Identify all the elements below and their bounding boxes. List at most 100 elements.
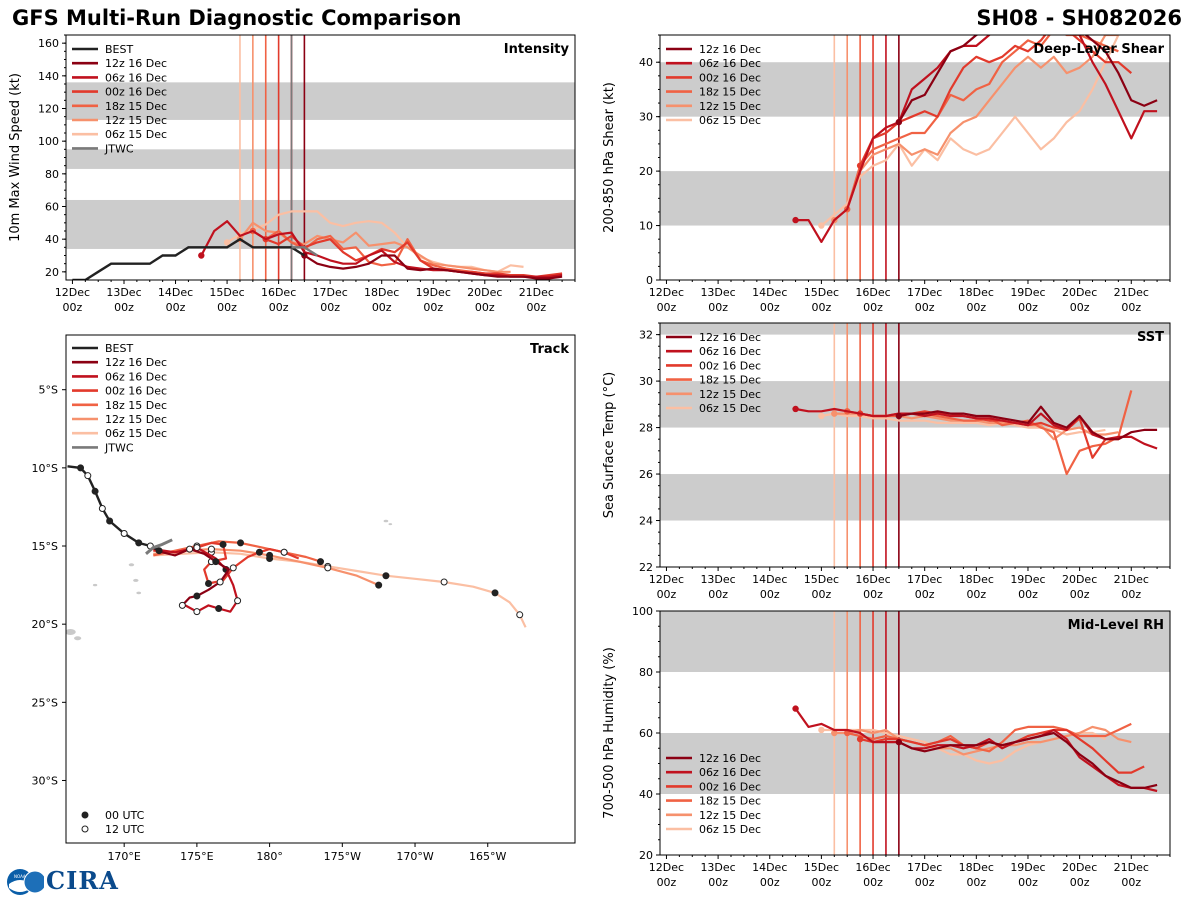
intensity-series-00z-16-dec: [265, 234, 563, 278]
shear-series-00z-16-dec: [859, 35, 1133, 167]
shear-band-0: [660, 171, 1170, 226]
shear-xtick-day: 17Dec: [907, 286, 942, 299]
shear-xtick-hour: 00z: [915, 301, 935, 314]
shear-init-point-12z-16-dec: [895, 118, 903, 126]
track-point: [193, 592, 201, 600]
sst-xtick-hour: 00z: [915, 588, 935, 601]
intensity-series-12z-16-dec: [303, 254, 563, 280]
shear-xtick-day: 15Dec: [804, 286, 839, 299]
track-point: [205, 580, 213, 588]
shear-legend-label: 06z 16 Dec: [699, 57, 761, 70]
shear-xtick-hour: 00z: [708, 301, 728, 314]
track-ytick-label: 20°S: [32, 618, 58, 631]
track-legend-label: 18z 15 Dec: [105, 399, 167, 412]
shear-band-1: [660, 62, 1170, 117]
rh-series-12z-16-dec: [898, 731, 1158, 790]
rh-ytick-label: 20: [639, 849, 653, 862]
intensity-legend-label: 00z 16 Dec: [105, 86, 167, 99]
track-point: [212, 558, 220, 566]
intensity-ylabel: 10m Max Wind Speed (kt): [8, 73, 23, 242]
intensity-ytick-label: 40: [45, 233, 59, 246]
track-panel-title: Track: [530, 342, 569, 357]
track-point: [216, 578, 224, 586]
track-point: [317, 558, 324, 566]
track-ytick-label: 30°S: [32, 774, 58, 787]
shear-xtick-day: 19Dec: [1010, 286, 1045, 299]
noaa-badge-text: NOAA: [14, 874, 26, 879]
shear-legend-label: 18z 15 Dec: [699, 86, 761, 99]
shear-xtick-hour: 00z: [812, 301, 832, 314]
track-series-12z-16-dec: [155, 547, 230, 607]
track-point: [234, 597, 242, 605]
track-ytick-label: 10°S: [32, 462, 58, 475]
track-legend-label: BEST: [105, 342, 133, 355]
rh-legend-label: 18z 15 Dec: [699, 795, 761, 808]
sst-xtick-hour: 00z: [966, 588, 986, 601]
sst-xtick-day: 18Dec: [959, 573, 994, 586]
noaa-logo-icon: NOAA: [7, 869, 47, 895]
sst-xtick-day: 20Dec: [1062, 573, 1097, 586]
shear-xtick-day: 18Dec: [959, 286, 994, 299]
rh-xtick-hour: 00z: [812, 876, 832, 889]
track-best-point: [135, 539, 143, 547]
intensity-series-06z-15-dec: [226, 210, 524, 273]
track-legend-label: 06z 16 Dec: [105, 370, 167, 383]
track-land-6: [383, 519, 389, 523]
intensity-xtick-hour: 00z: [114, 301, 134, 314]
intensity-xtick-hour: 00z: [320, 301, 340, 314]
intensity-xtick-hour: 00z: [269, 301, 289, 314]
sst-series-12z-16-dec: [898, 405, 1158, 441]
rh-xtick-hour: 00z: [966, 876, 986, 889]
storm-id-title: SH08 - SH082026: [976, 6, 1182, 30]
track-xtick-label: 175°W: [324, 850, 361, 863]
track-best-point: [155, 547, 163, 555]
track-frame: [65, 334, 576, 844]
track-marker-legend-symbol-1: [81, 825, 89, 833]
rh-ytick-label: 40: [639, 788, 653, 801]
rh-xtick-day: 19Dec: [1010, 861, 1045, 874]
sst-xtick-day: 19Dec: [1010, 573, 1045, 586]
track-ytick-label: 5°S: [39, 384, 58, 397]
sst-frame: [659, 322, 1171, 568]
rh-xtick-day: 13Dec: [700, 861, 735, 874]
shear-xtick-day: 21Dec: [1114, 286, 1149, 299]
sst-xtick-day: 13Dec: [700, 573, 735, 586]
sst-series-06z-16-dec: [795, 407, 1158, 450]
shear-series-18z-15-dec: [846, 35, 1119, 210]
shear-series-12z-16-dec: [897, 35, 1158, 123]
track-ytick-label: 25°S: [32, 696, 58, 709]
sst-init-point-06z-16-dec: [792, 405, 799, 413]
shear-xtick-hour: 00z: [760, 301, 780, 314]
sst-band-2: [660, 323, 1170, 335]
track-ytick-label: 15°S: [32, 540, 58, 553]
shear-series-06z-15-dec: [820, 35, 1120, 227]
intensity-xtick-day: 20Dec: [467, 286, 502, 299]
intensity-legend-label: JTWC: [104, 142, 134, 155]
track-legend-label: JTWC: [104, 441, 134, 454]
intensity-xtick-hour: 00z: [526, 301, 546, 314]
track-land-3: [133, 578, 139, 582]
track-point: [375, 581, 383, 589]
intensity-xtick-hour: 00z: [217, 301, 237, 314]
figure-title: GFS Multi-Run Diagnostic Comparison: [12, 6, 462, 30]
rh-xtick-hour: 00z: [1121, 876, 1141, 889]
rh-ylabel: 700-500 hPa Humidity (%): [602, 647, 617, 819]
sst-legend-label: 06z 16 Dec: [699, 345, 761, 358]
shear-legend-label: 06z 15 Dec: [699, 114, 761, 127]
track-point: [516, 611, 524, 619]
shear-xtick-hour: 00z: [863, 301, 883, 314]
rh-xtick-day: 15Dec: [804, 861, 839, 874]
intensity-legend-label: BEST: [105, 43, 133, 56]
track-point: [219, 540, 227, 548]
rh-xtick-hour: 00z: [1070, 876, 1090, 889]
rh-xtick-day: 16Dec: [855, 861, 890, 874]
rh-xtick-day: 18Dec: [959, 861, 994, 874]
intensity-xtick-day: 17Dec: [313, 286, 348, 299]
shear-xtick-hour: 00z: [1121, 301, 1141, 314]
shear-xtick-day: 13Dec: [700, 286, 735, 299]
sst-legend-label: 12z 15 Dec: [699, 388, 761, 401]
shear-legend-label: 00z 16 Dec: [699, 71, 761, 84]
track-point: [280, 548, 288, 556]
track-best-point: [91, 487, 99, 495]
